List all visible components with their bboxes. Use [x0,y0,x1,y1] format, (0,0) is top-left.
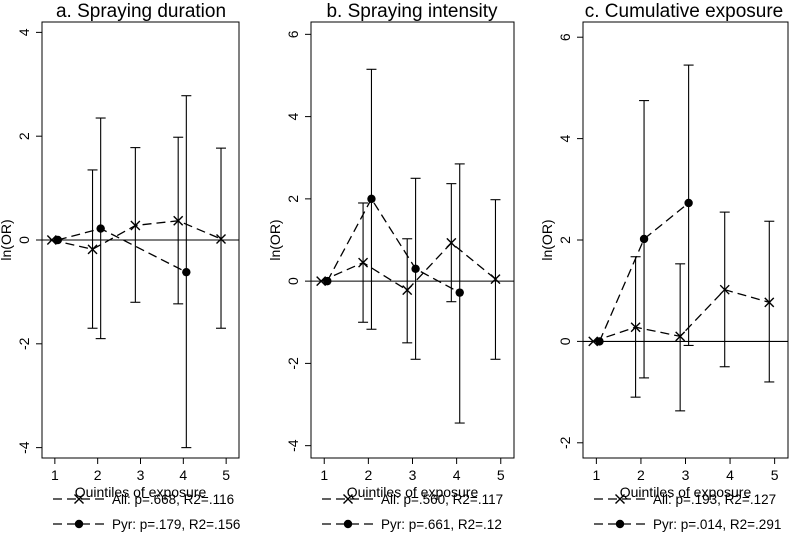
x-tick-label: 3 [137,467,145,483]
legend-entry: All: p=.193, R2=.127 [594,492,776,507]
y-tick-label: -2 [16,337,32,350]
x-axis-label: Quintiles of exposure [620,484,752,500]
y-tick-label: 0 [557,337,573,345]
data-point [130,220,141,231]
y-tick-label: 6 [285,30,301,38]
y-tick-label: 2 [16,132,32,140]
legend-marker [74,494,84,504]
data-point [595,337,604,346]
panel-title: a. Spraying duration [56,1,226,22]
panel-3: c. Cumulative exposure -2 0 2 4 6 1 2 3 4 5 Quintil… [539,1,789,532]
x-tick-label: 4 [179,467,187,483]
x-tick-label: 4 [453,467,461,483]
legend-entry: Pyr: p=.661, R2=.12 [322,517,502,532]
series-line [320,241,496,292]
data-point [764,297,775,308]
legend-label: Pyr: p=.661, R2=.12 [381,517,502,532]
y-tick-label: 0 [285,277,301,285]
data-point [446,237,457,248]
legend-entry: All: p=.668, R2=.116 [53,492,234,507]
legend-label: All: p=.193, R2=.127 [653,492,776,507]
x-tick-label: 1 [320,467,328,483]
x-tick-label: 3 [409,467,417,483]
x-tick-label: 5 [497,467,505,483]
y-tick-label: 4 [16,28,32,36]
data-point [588,336,599,347]
data-point [367,194,376,204]
x-tick-label: 1 [592,467,600,483]
data-point [684,198,693,208]
data-point [53,235,63,245]
y-tick-label: 4 [557,135,573,143]
panel-title: c. Cumulative exposure [585,1,784,22]
panel-2: b. Spraying intensity -4 -2 0 2 4 6 1 2 3 4 5 Quinti… [267,1,515,532]
data-point [323,276,332,286]
data-point [216,233,227,244]
legend-marker [615,519,625,529]
legend-label: All: p=.668, R2=.116 [112,492,234,507]
x-axis-label: Quintiles of exposure [75,484,207,500]
x-tick-label: 5 [222,467,230,483]
x-tick-label: 3 [682,467,690,483]
legend-marker [615,494,625,504]
legend-label: Pyr: p=.179, R2=.156 [112,517,240,532]
legend-marker [343,519,353,529]
x-tick-label: 4 [726,467,734,483]
x-tick-label: 2 [637,467,645,483]
x-tick-label: 5 [771,467,779,483]
y-tick-label: -2 [557,436,573,449]
series-line [326,197,461,294]
y-axis-label: ln(OR) [267,219,283,260]
legend-label: Pyr: p=.014, R2=.291 [653,517,781,532]
data-point [402,285,413,296]
y-tick-label: -4 [285,439,301,452]
data-point [490,274,501,285]
x-tick-label: 2 [364,467,372,483]
data-point [455,288,464,297]
series-all [316,183,501,360]
x-axis-label: Quintiles of exposure [347,484,479,500]
legend-entry: All: p=.560, R2=.117 [322,492,503,507]
y-axis-label: ln(OR) [539,219,555,260]
y-tick-label: -2 [285,357,301,370]
y-tick-label: 0 [16,236,32,244]
panel-1: a. Spraying duration -4 -2 0 2 4 1 2 3 4 5 Quintile… [0,1,240,532]
y-tick-label: -4 [16,441,32,454]
y-tick-label: 2 [557,236,573,244]
data-point [358,257,369,268]
y-axis-label: ln(OR) [0,219,14,260]
data-point [639,234,649,244]
series-all [46,136,227,329]
y-tick-label: 4 [285,113,301,121]
x-tick-label: 1 [51,467,59,483]
data-point [719,284,730,295]
series-pyr [323,68,465,424]
data-point [46,235,57,245]
legend-marker [74,519,84,529]
data-point [87,244,98,255]
y-tick-label: 2 [285,195,301,203]
series-pyr [595,64,694,379]
legend-label: All: p=.560, R2=.117 [381,492,503,507]
legend-entry: Pyr: p=.014, R2=.291 [594,517,781,532]
legend-entry: Pyr: p=.179, R2=.156 [53,517,240,532]
x-tick-label: 2 [94,467,102,483]
y-tick-label: 6 [557,33,573,41]
data-point [96,224,105,233]
data-point [182,267,191,277]
series-all [588,211,775,412]
legend-marker [343,494,353,504]
data-point [675,331,686,342]
series-pyr [53,95,192,449]
panel-title: b. Spraying intensity [326,1,498,22]
data-point [173,215,184,226]
data-point [411,264,420,273]
data-point [630,322,641,333]
data-point [316,276,327,287]
